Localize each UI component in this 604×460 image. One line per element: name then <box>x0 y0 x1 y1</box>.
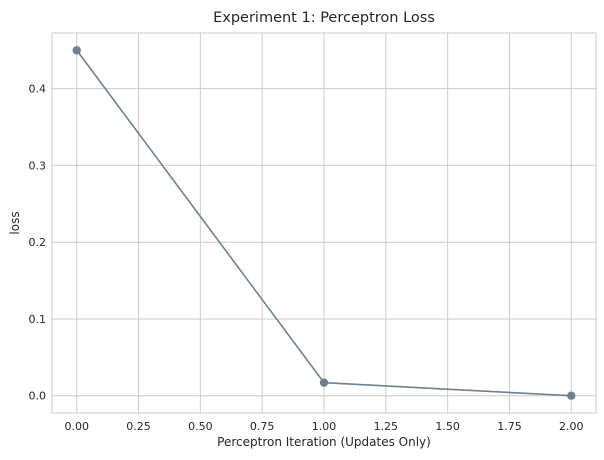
y-axis-label: loss <box>8 211 22 234</box>
x-tick-label: 0.25 <box>126 420 151 433</box>
x-tick-label: 0.50 <box>188 420 213 433</box>
data-point <box>567 391 576 400</box>
x-tick-label: 1.00 <box>312 420 337 433</box>
grid <box>52 33 596 413</box>
series-group <box>72 46 576 400</box>
y-tick-label: 0.0 <box>29 390 47 403</box>
x-tick-label: 2.00 <box>559 420 584 433</box>
x-axis-label: Perceptron Iteration (Updates Only) <box>217 435 431 449</box>
y-tick-labels: 0.0 0.1 0.2 0.3 0.4 <box>29 83 47 403</box>
y-tick-label: 0.1 <box>29 313 47 326</box>
y-tick-label: 0.3 <box>29 159 47 172</box>
x-tick-label: 1.25 <box>374 420 399 433</box>
x-tick-label: 1.50 <box>435 420 460 433</box>
x-tick-label: 0.75 <box>250 420 275 433</box>
x-tick-labels: 0.00 0.25 0.50 0.75 1.00 1.25 1.50 1.75 2.00 <box>64 420 583 433</box>
chart-title: Experiment 1: Perceptron Loss <box>213 10 435 26</box>
x-tick-label: 1.75 <box>497 420 522 433</box>
data-point <box>72 46 81 55</box>
data-point <box>319 378 329 387</box>
y-tick-label: 0.4 <box>29 83 47 96</box>
y-tick-label: 0.2 <box>29 236 47 249</box>
plot-frame <box>51 32 597 414</box>
x-tick-label: 0.00 <box>64 420 89 433</box>
